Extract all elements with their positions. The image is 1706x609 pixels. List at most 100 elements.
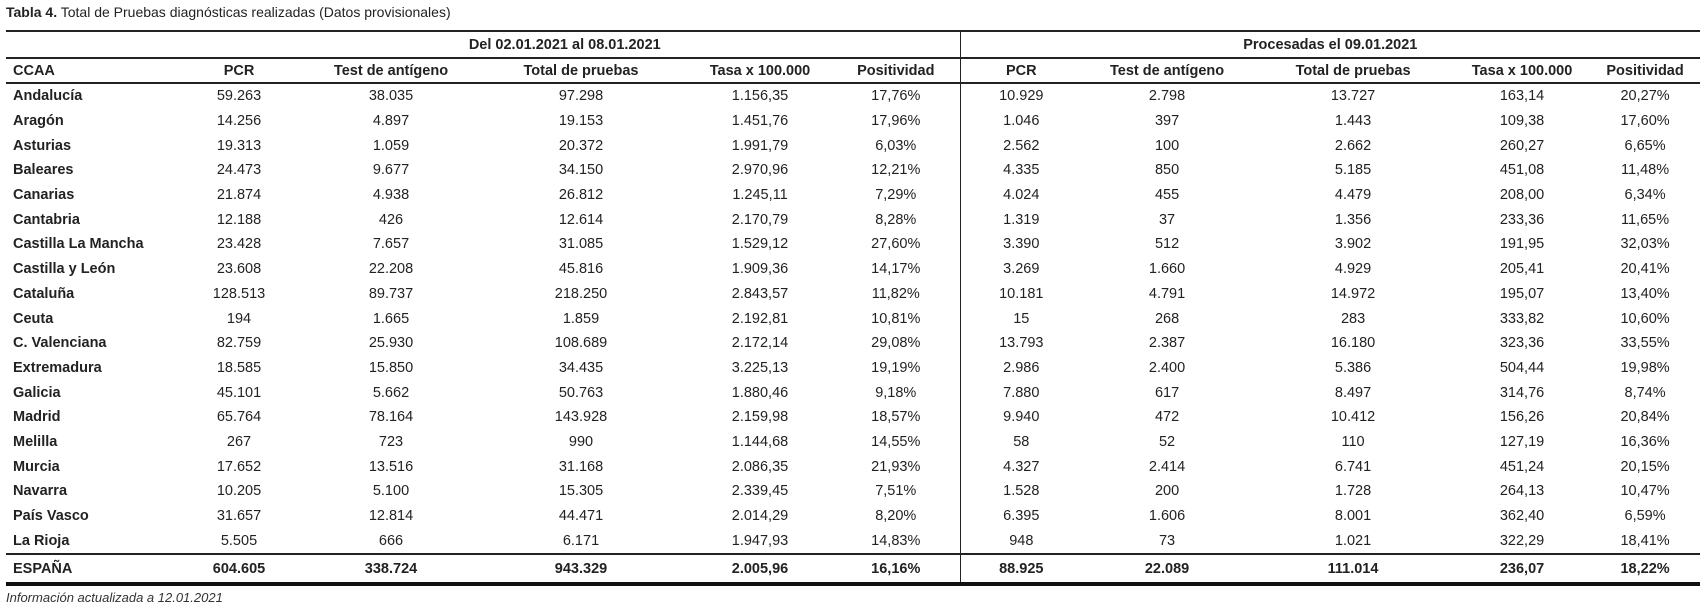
cell-antigen: 13.516 xyxy=(368,458,414,475)
cell-positivity: 29,08% xyxy=(871,335,921,352)
cell-pcr-processed: 88.925 xyxy=(959,553,1083,587)
cell-total-processed: 8.497 xyxy=(1334,384,1372,401)
column-header-rate: Tasa x 100.000 xyxy=(688,58,832,84)
cell-rate-processed: 362,40 xyxy=(1499,508,1545,525)
cell-positivity-processed: 19,98% xyxy=(1620,359,1670,376)
column-header-antigen: Test de antígeno xyxy=(308,58,474,84)
cell-pcr: 65.764 xyxy=(216,409,262,426)
column-header-total-processed: Total de pruebas xyxy=(1252,58,1455,84)
cell-rate: 1.880,46 xyxy=(731,384,789,401)
column-header-row: CCAA PCR Test de antígeno Total de pruebas T… xyxy=(6,58,1701,84)
cell-antigen: 723 xyxy=(378,433,404,450)
table-row: Asturias 19.313 1.059 20.372 1.991,79 6,03% 2.… xyxy=(6,133,1700,159)
cell-total-processed: 3.902 xyxy=(1334,236,1372,253)
cell-antigen-processed: 512 xyxy=(1154,236,1180,253)
cell-antigen-processed: 397 xyxy=(1154,113,1180,130)
cell-rate: 2.172,14 xyxy=(731,335,789,352)
cell-total: 97.298 xyxy=(558,88,604,105)
cell-pcr-processed: 13.793 xyxy=(959,330,1083,356)
cell-pcr-processed: 9.940 xyxy=(959,404,1083,430)
cell-pcr: 23.428 xyxy=(216,236,262,253)
cell-positivity-processed: 20,84% xyxy=(1620,409,1670,426)
tests-table: Del 02.01.2021 al 08.01.2021 Procesadas … xyxy=(6,30,1701,587)
footer-note: Información actualizada a 12.01.2021 xyxy=(6,590,223,605)
cell-antigen-processed: 472 xyxy=(1154,409,1180,426)
cell-antigen-processed: 617 xyxy=(1154,384,1180,401)
cell-positivity-processed: 6,34% xyxy=(1624,187,1666,204)
group-header-row: Del 02.01.2021 al 08.01.2021 Procesadas … xyxy=(6,30,1701,59)
cell-antigen: 89.737 xyxy=(368,285,414,302)
group-header-processed: Procesadas el 09.01.2021 xyxy=(959,30,1701,59)
cell-pcr: 21.874 xyxy=(216,187,262,204)
column-header-antigen-processed: Test de antígeno xyxy=(1082,58,1253,84)
cell-total: 19.153 xyxy=(558,113,604,130)
cell-rate: 2.170,79 xyxy=(731,211,789,228)
cell-pcr: 267 xyxy=(226,433,252,450)
cell-rate-processed: 191,95 xyxy=(1499,236,1545,253)
cell-positivity-processed: 20,15% xyxy=(1620,458,1670,475)
cell-rate: 2.086,35 xyxy=(731,458,789,475)
table-caption: Total de Pruebas diagnósticas realizadas… xyxy=(60,4,451,20)
cell-total-processed: 4.929 xyxy=(1334,261,1372,278)
cell-ccaa: C. Valenciana xyxy=(13,335,107,352)
cell-rate: 1.991,79 xyxy=(731,137,789,154)
cell-antigen: 5.100 xyxy=(372,483,410,500)
cell-total-processed: 6.741 xyxy=(1334,458,1372,475)
cell-rate: 2.970,96 xyxy=(731,162,789,179)
cell-antigen-processed: 52 xyxy=(1158,433,1176,450)
cell-antigen-processed: 2.414 xyxy=(1148,458,1186,475)
cell-pcr: 12.188 xyxy=(216,211,262,228)
cell-ccaa: Castilla La Mancha xyxy=(13,236,144,253)
cell-positivity-processed: 20,41% xyxy=(1620,261,1670,278)
table-row: Andalucía 59.263 38.035 97.298 1.156,35 17,76… xyxy=(6,83,1700,109)
cell-positivity-processed: 33,55% xyxy=(1620,335,1670,352)
cell-total-processed: 16.180 xyxy=(1330,335,1376,352)
cell-positivity: 21,93% xyxy=(871,458,921,475)
cell-rate-processed: 314,76 xyxy=(1499,384,1545,401)
cell-total: 218.250 xyxy=(554,285,608,302)
cell-pcr-processed: 7.880 xyxy=(959,380,1083,405)
table-row: C. Valenciana 82.759 25.930 108.689 2.172,14… xyxy=(6,330,1700,356)
cell-pcr: 31.657 xyxy=(216,508,262,525)
cell-rate: 2.339,45 xyxy=(731,483,789,500)
cell-rate-processed: 195,07 xyxy=(1499,285,1545,302)
table-row: Castilla y León 23.608 22.208 45.816 1.909,3… xyxy=(6,256,1700,282)
cell-antigen: 7.657 xyxy=(372,236,410,253)
table-row: Navarra 10.205 5.100 15.305 2.339,45 7,51% 1.5… xyxy=(6,479,1700,504)
empty-header xyxy=(6,30,170,59)
cell-positivity: 7,29% xyxy=(875,187,917,204)
cell-rate-processed: 323,36 xyxy=(1499,335,1545,352)
table-row: Galicia 45.101 5.662 50.763 1.880,46 9,18% 7.8… xyxy=(6,380,1700,405)
cell-ccaa: Murcia xyxy=(13,458,60,475)
cell-total: 44.471 xyxy=(558,508,604,525)
cell-rate-processed: 109,38 xyxy=(1499,113,1545,130)
cell-rate-processed: 236,07 xyxy=(1454,553,1591,587)
cell-rate-processed: 205,41 xyxy=(1499,261,1545,278)
cell-total: 31.168 xyxy=(558,458,604,475)
cell-total: 990 xyxy=(568,433,594,450)
column-header-pcr-processed: PCR xyxy=(959,58,1083,84)
cell-pcr: 5.505 xyxy=(220,532,258,549)
cell-pcr: 14.256 xyxy=(216,113,262,130)
cell-rate-processed: 451,24 xyxy=(1499,458,1545,475)
cell-total: 943.329 xyxy=(474,553,688,587)
cell-antigen: 4.938 xyxy=(372,187,410,204)
cell-ccaa: Andalucía xyxy=(13,88,83,105)
cell-rate-processed: 127,19 xyxy=(1499,433,1545,450)
table-row: Madrid 65.764 78.164 143.928 2.159,98 18,57% 9… xyxy=(6,404,1700,430)
cell-antigen: 9.677 xyxy=(372,162,410,179)
cell-antigen: 22.208 xyxy=(368,261,414,278)
cell-rate-processed: 233,36 xyxy=(1499,211,1545,228)
cell-antigen: 1.059 xyxy=(372,137,410,154)
cell-positivity-processed: 11,48% xyxy=(1621,162,1670,179)
cell-antigen-processed: 2.387 xyxy=(1148,335,1186,352)
cell-total: 12.614 xyxy=(558,211,604,228)
cell-total: 50.763 xyxy=(558,384,604,401)
cell-total-processed: 10.412 xyxy=(1330,409,1376,426)
cell-rate: 3.225,13 xyxy=(731,359,789,376)
column-header-positivity-processed: Positividad xyxy=(1590,58,1701,84)
cell-total-processed: 8.001 xyxy=(1334,508,1372,525)
cell-rate: 1.947,93 xyxy=(731,532,789,549)
cell-antigen: 338.724 xyxy=(308,553,474,587)
cell-total-processed: 1.443 xyxy=(1334,113,1372,130)
